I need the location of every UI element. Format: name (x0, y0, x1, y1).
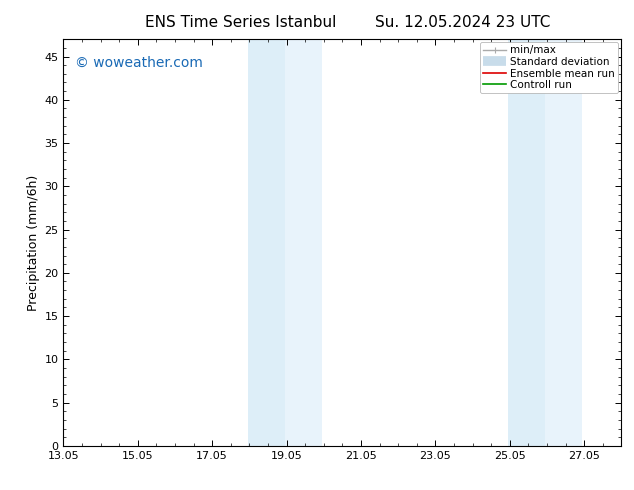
Text: ENS Time Series Istanbul: ENS Time Series Istanbul (145, 15, 337, 30)
Bar (285, 39, 322, 446)
Bar (247, 39, 285, 446)
Bar (508, 39, 545, 446)
Text: Su. 12.05.2024 23 UTC: Su. 12.05.2024 23 UTC (375, 15, 550, 30)
Y-axis label: Precipitation (mm/6h): Precipitation (mm/6h) (27, 174, 40, 311)
Bar (545, 39, 582, 446)
Legend: min/max, Standard deviation, Ensemble mean run, Controll run: min/max, Standard deviation, Ensemble me… (480, 42, 618, 93)
Text: © woweather.com: © woweather.com (75, 55, 202, 70)
